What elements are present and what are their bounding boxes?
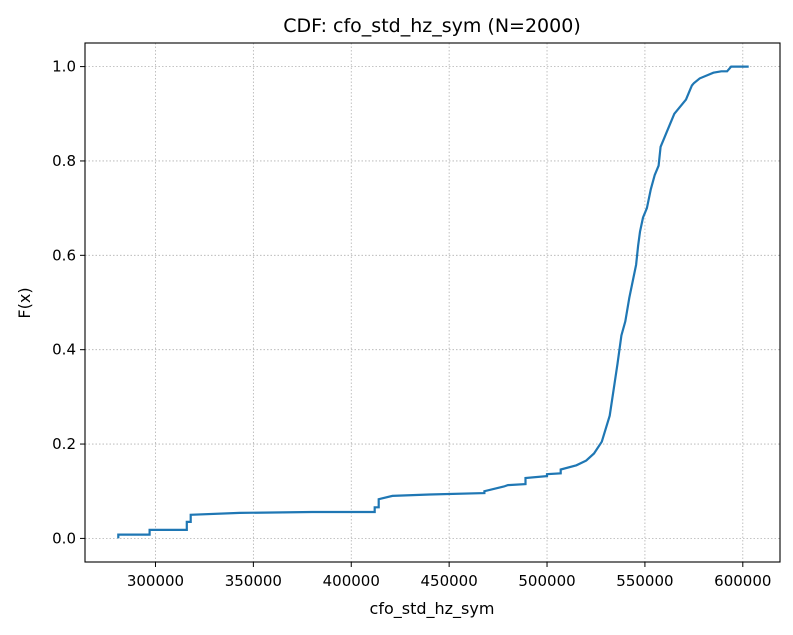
y-tick-label: 0.4 bbox=[52, 341, 76, 359]
cdf-series-line bbox=[117, 65, 749, 539]
x-tick-label: 400000 bbox=[323, 572, 380, 590]
x-tick-label: 350000 bbox=[225, 572, 282, 590]
x-tick-label: 500000 bbox=[518, 572, 575, 590]
y-axis: 0.0 0.2 0.4 0.6 0.8 1.0 bbox=[52, 58, 85, 547]
chart-title: CDF: cfo_std_hz_sym (N=2000) bbox=[283, 15, 580, 37]
x-axis: 300000 350000 400000 450000 500000 550000 6000… bbox=[127, 562, 771, 590]
x-tick-label: 300000 bbox=[127, 572, 184, 590]
x-tick-label: 600000 bbox=[714, 572, 771, 590]
y-tick-label: 0.0 bbox=[52, 529, 76, 547]
y-tick-label: 0.8 bbox=[52, 152, 76, 170]
y-axis-label: F(x) bbox=[15, 287, 34, 318]
x-axis-label: cfo_std_hz_sym bbox=[370, 599, 495, 619]
plot-frame bbox=[84, 42, 781, 563]
grid-lines bbox=[85, 43, 780, 562]
y-tick-label: 0.2 bbox=[52, 435, 76, 453]
y-tick-label: 0.6 bbox=[52, 246, 76, 264]
x-tick-label: 450000 bbox=[421, 572, 478, 590]
y-tick-label: 1.0 bbox=[52, 58, 76, 76]
x-tick-label: 550000 bbox=[616, 572, 673, 590]
